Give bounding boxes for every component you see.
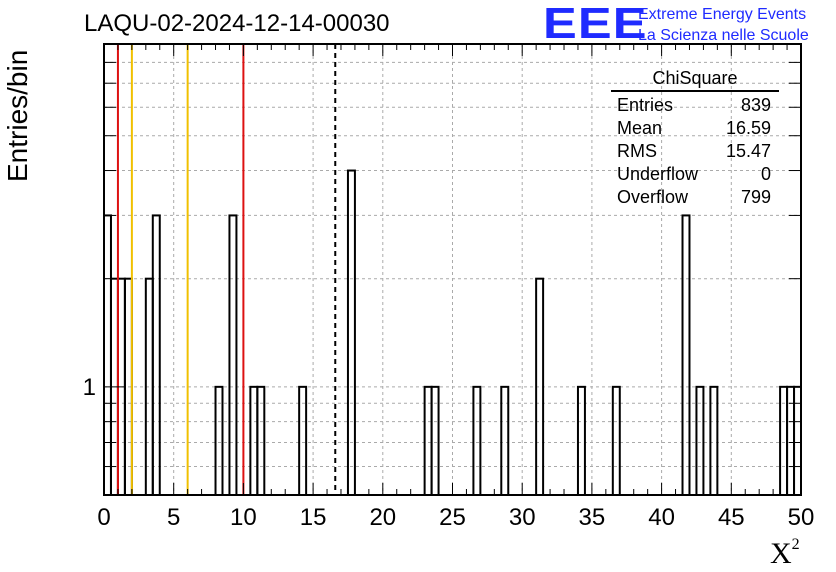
x-tick-label-3: 15 <box>300 504 327 531</box>
logo-line-2: La Scienza nelle Scuole <box>638 27 809 44</box>
histogram-bin-19 <box>681 214 691 496</box>
x-tick-label-4: 20 <box>369 504 396 531</box>
x-tick-label-9: 45 <box>718 504 745 531</box>
stats-row-overflow: Overflow 799 <box>617 187 771 207</box>
stats-row-underflow: Underflow 0 <box>617 164 771 184</box>
stats-row-mean: Mean 16.59 <box>617 118 771 138</box>
x-tick-label-8: 40 <box>648 504 675 531</box>
y-axis-label: Entries/bin <box>2 49 33 182</box>
stats-row-rms: RMS 15.47 <box>617 141 771 161</box>
x-tick-label-2: 10 <box>230 504 257 531</box>
histogram-bin-0 <box>103 214 112 496</box>
x-tick-label-5: 25 <box>439 504 466 531</box>
eee-logo: EEE Extreme Energy Events La Scienza nel… <box>543 2 809 46</box>
x-tick-label-10: 50 <box>788 504 815 531</box>
y-tick-label-0: 1 <box>83 374 96 401</box>
stats-row-entries: Entries 839 <box>617 95 771 115</box>
stats-title: ChiSquare <box>611 68 779 92</box>
histogram-bin-11 <box>346 169 356 497</box>
histogram-bin-7 <box>228 214 238 496</box>
x-axis-label: X2 <box>770 536 800 570</box>
x-tick-label-7: 35 <box>579 504 606 531</box>
stats-box: ChiSquare Entries 839 Mean 16.59 RMS 15.47 … <box>611 68 779 209</box>
x-tick-label-6: 30 <box>509 504 536 531</box>
x-tick-label-1: 5 <box>167 504 180 531</box>
histogram-bin-5 <box>151 214 161 496</box>
logo-line-1: Extreme Energy Events <box>638 6 807 23</box>
logo-mark: EEE <box>543 0 648 48</box>
plot-title: LAQU-02-2024-12-14-00030 <box>84 10 390 37</box>
x-tick-label-0: 0 <box>97 504 110 531</box>
